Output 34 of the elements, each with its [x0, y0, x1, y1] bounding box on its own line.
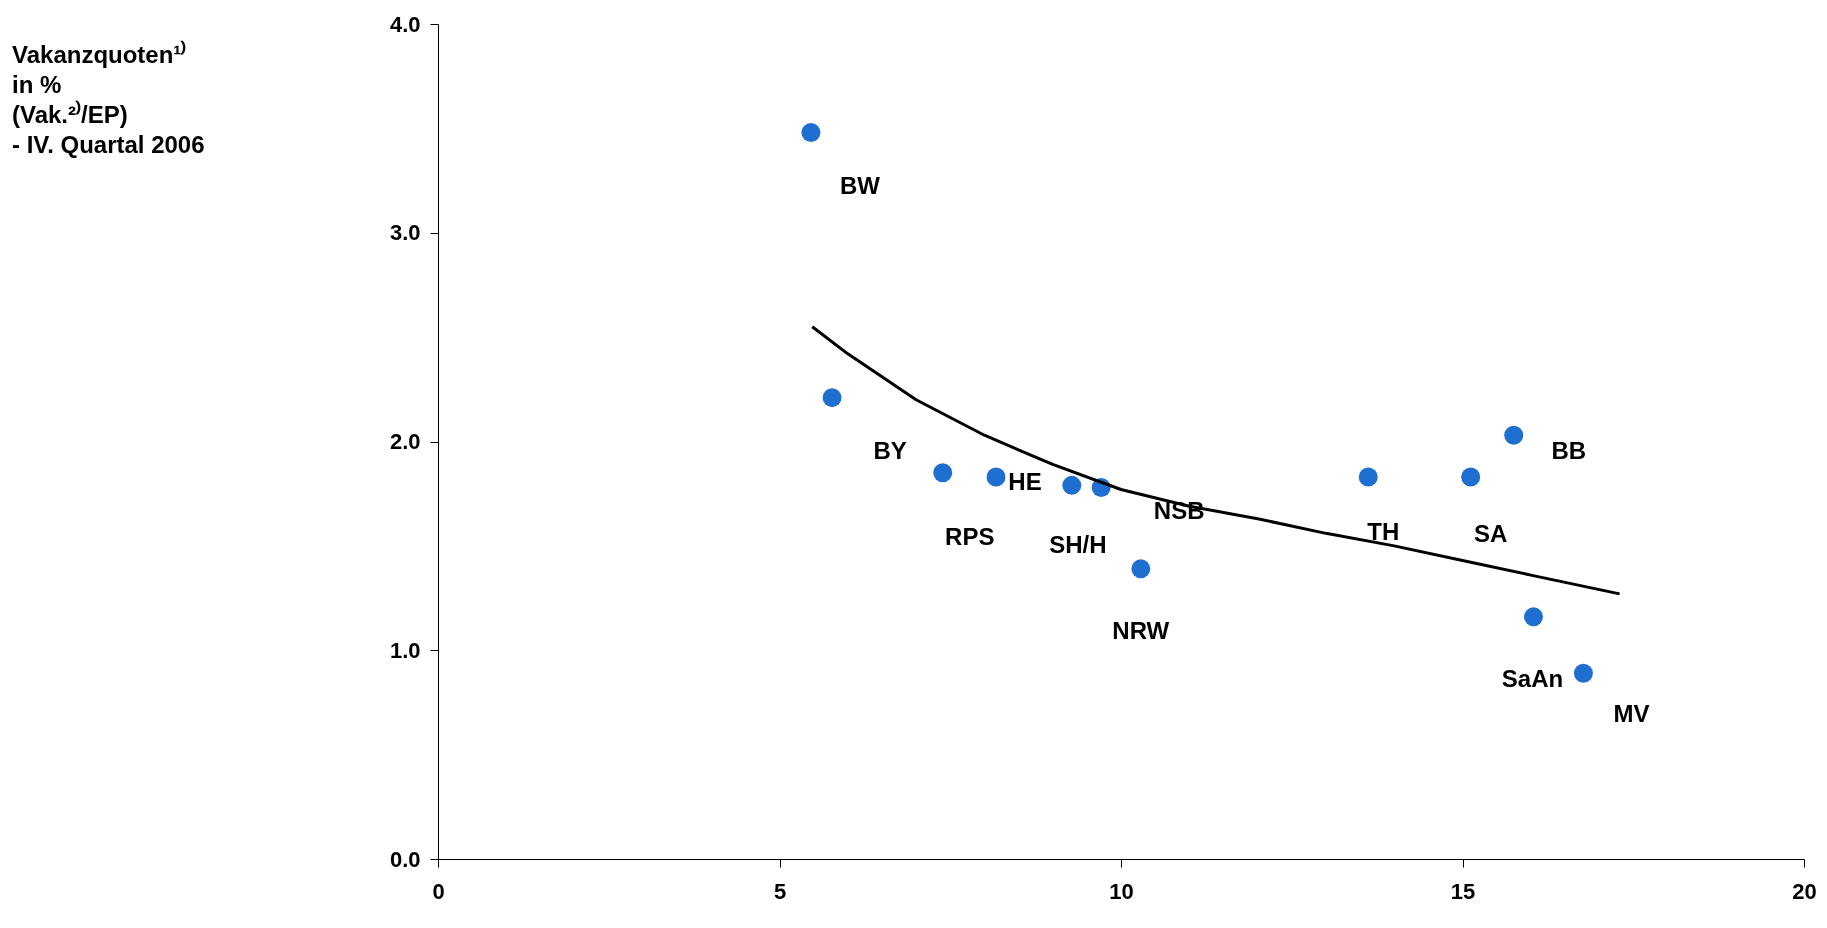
point [1573, 663, 1593, 683]
point [1358, 467, 1378, 487]
x-tick-label: 0 [432, 878, 445, 904]
annotation: SaAn [1501, 664, 1564, 692]
point [1461, 467, 1481, 487]
line-series [810, 325, 1622, 596]
annotation: SH/H [1049, 531, 1107, 559]
point [986, 467, 1006, 487]
point [1131, 559, 1151, 579]
annotation: HE [1008, 467, 1042, 495]
x-tick-label: 10 [1109, 878, 1134, 904]
x-tick-label: 20 [1792, 878, 1817, 904]
annotation: MV [1613, 700, 1650, 728]
point [1524, 607, 1544, 627]
y-tick-label: 0.0 [389, 846, 421, 872]
text: Vakanzquoten¹⁾ in % (Vak.²⁾/EP) - IV. Quartal 2006 [12, 40, 205, 158]
annotation: NRW [1112, 616, 1170, 644]
point [1504, 425, 1524, 445]
y-tick-label: 3.0 [389, 220, 421, 246]
y-tick-label: 4.0 [389, 11, 421, 37]
point [822, 388, 842, 408]
y-tick-label: 2.0 [389, 429, 421, 454]
annotation: TH [1367, 517, 1400, 545]
x-tick-label: 5 [773, 878, 787, 904]
annotation: RPS [945, 522, 995, 550]
y-tick-label: 1.0 [389, 637, 421, 663]
annotation: SA [1474, 519, 1508, 547]
point [933, 463, 953, 483]
annotation: BW [839, 171, 881, 199]
point [1062, 475, 1082, 495]
annotation: BB [1551, 437, 1587, 465]
x-tick-label: 15 [1450, 878, 1476, 904]
point [801, 123, 821, 143]
annotation: BY [873, 436, 907, 464]
